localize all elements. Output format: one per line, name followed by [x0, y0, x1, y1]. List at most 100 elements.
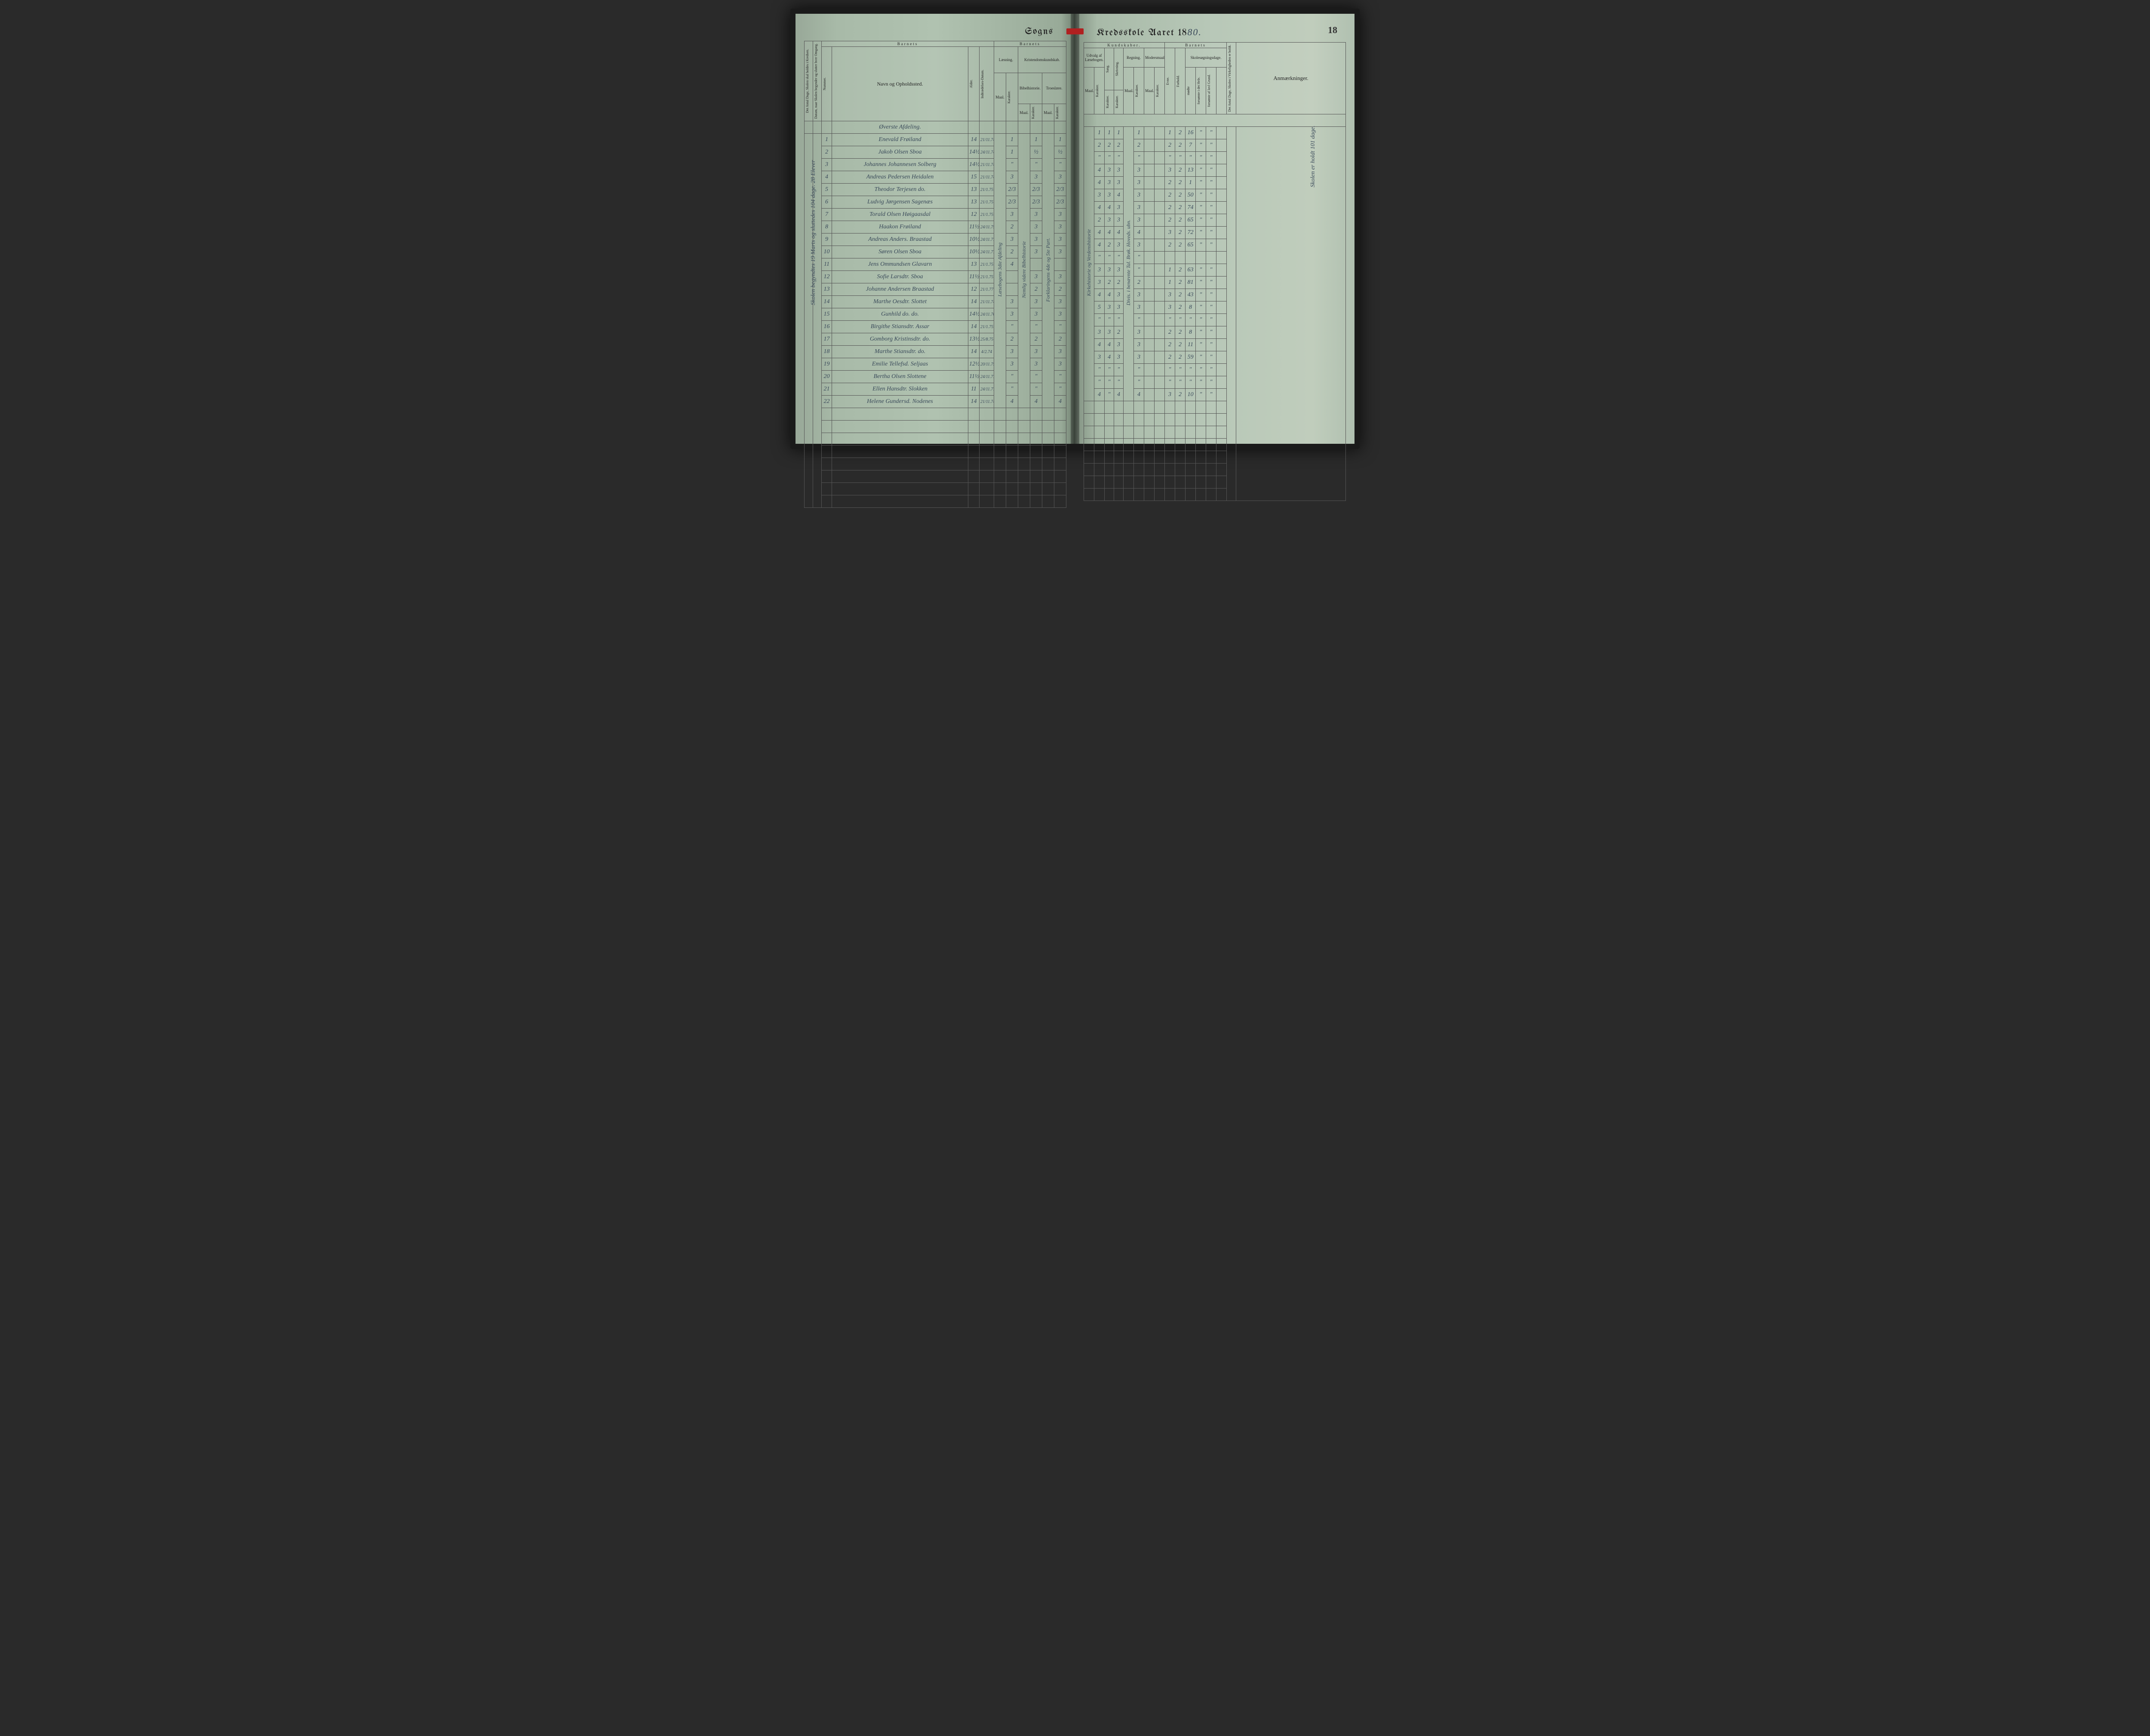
moders-maal — [1144, 301, 1155, 314]
ledger-book: Sogns Skolen begyndtes 19 Marts og slutt… — [790, 9, 1360, 449]
modte: 50 — [1186, 189, 1196, 202]
regning-kar: " — [1134, 364, 1144, 376]
forsomt-2: " — [1206, 301, 1216, 314]
anm-col — [1236, 127, 1346, 501]
forsomt-1: " — [1196, 227, 1206, 239]
entry-date: 21/11.74 — [979, 171, 994, 184]
troes-kar: 3 — [1054, 234, 1066, 246]
hdr-bibel: Bibelhistorie. — [1018, 73, 1042, 104]
book-spine — [1071, 14, 1079, 444]
hdr-sk-kar: Karakter. — [1115, 94, 1120, 110]
troes-kar: 2 — [1054, 283, 1066, 296]
troes-kar: " — [1054, 321, 1066, 333]
skriv-kar: " — [1114, 152, 1124, 164]
student-name: Marthe Oesdtr. Slottet — [832, 296, 968, 308]
bibel-kar: 3 — [1030, 171, 1042, 184]
student-name: Sofie Larsdtr. Sboa — [832, 271, 968, 283]
row-number: 12 — [822, 271, 832, 283]
evne: 3 — [1165, 164, 1175, 177]
udvalg-kar: 4 — [1094, 239, 1105, 252]
modte: 8 — [1186, 326, 1196, 339]
age: 14½ — [968, 159, 979, 171]
regning-kar: 1 — [1134, 127, 1144, 139]
hdr-t-kar: Karakter. — [1055, 104, 1060, 121]
evne: 3 — [1165, 389, 1175, 401]
laesning-kar: 3 — [1006, 171, 1018, 184]
modte: " — [1186, 376, 1196, 389]
laesning-kar: 2 — [1006, 246, 1018, 258]
troes-kar: 3 — [1054, 209, 1066, 221]
regning-kar: " — [1134, 376, 1144, 389]
regning-kar: " — [1134, 252, 1144, 264]
forhold: 2 — [1175, 277, 1186, 289]
age: 12½ — [968, 358, 979, 371]
evne: 2 — [1165, 202, 1175, 214]
udvalg-kar: 4 — [1094, 164, 1105, 177]
sang-kar: 4 — [1105, 339, 1114, 351]
table-row — [805, 433, 1066, 446]
entry-date: 21/11.74 — [979, 396, 994, 408]
blank-col — [1216, 389, 1227, 401]
moders-kar — [1155, 364, 1165, 376]
forsomt-2: " — [1206, 389, 1216, 401]
hdr-kundskaber: Kundskaber. — [1084, 43, 1165, 48]
laesning-maal-note: Læsebogens 3die Afdeling — [997, 243, 1003, 297]
entry-date: 4/2.74 — [979, 346, 994, 358]
row-number: 5 — [822, 184, 832, 196]
blank-col — [1216, 376, 1227, 389]
troes-kar: 3 — [1054, 171, 1066, 184]
skriv-kar: 3 — [1114, 177, 1124, 189]
hdr-fors1: forsømte i det Hele. — [1197, 75, 1201, 106]
modte: 1 — [1186, 177, 1196, 189]
moders-maal — [1144, 164, 1155, 177]
title-left: Sogns — [804, 27, 1066, 37]
forhold: " — [1175, 376, 1186, 389]
row-number: 3 — [822, 159, 832, 171]
modte — [1186, 252, 1196, 264]
page-number: 18 — [1328, 25, 1337, 36]
evne: " — [1165, 314, 1175, 326]
title-year: 80. — [1187, 27, 1202, 37]
sang-kar: 3 — [1105, 177, 1114, 189]
forsomt-1: " — [1196, 164, 1206, 177]
regning-kar: 3 — [1134, 301, 1144, 314]
udvalg-kar: 3 — [1094, 277, 1105, 289]
age: 14 — [968, 346, 979, 358]
sang-kar: 3 — [1105, 214, 1114, 227]
row-number: 16 — [822, 321, 832, 333]
forsomt-1: " — [1196, 289, 1206, 301]
evne: 1 — [1165, 277, 1175, 289]
forsomt-2: " — [1206, 326, 1216, 339]
bibel-kar: " — [1030, 159, 1042, 171]
laesning-kar: 1 — [1006, 134, 1018, 146]
regning-kar: 4 — [1134, 227, 1144, 239]
student-name: Torald Olsen Høigaasdal — [832, 209, 968, 221]
hdr-navn: Navn og Opholdssted. — [832, 47, 968, 121]
hdr-r-kar: Karakter. — [1135, 83, 1140, 99]
laesning-kar: 3 — [1006, 308, 1018, 321]
hdr-modte: mødte — [1186, 85, 1191, 97]
age: 13 — [968, 196, 979, 209]
moders-kar — [1155, 239, 1165, 252]
age: 12 — [968, 283, 979, 296]
udvalg-kar: 3 — [1094, 264, 1105, 277]
age: 11 — [968, 383, 979, 396]
bibel-kar: " — [1030, 383, 1042, 396]
moders-maal — [1144, 326, 1155, 339]
sang-kar: " — [1105, 314, 1114, 326]
evne: 2 — [1165, 139, 1175, 152]
forhold: 2 — [1175, 189, 1186, 202]
blank-col — [1216, 351, 1227, 364]
row-number: 20 — [822, 371, 832, 383]
sang-kar: 3 — [1105, 189, 1114, 202]
moders-maal — [1144, 177, 1155, 189]
troes-kar: 3 — [1054, 271, 1066, 283]
forsomt-1: " — [1196, 152, 1206, 164]
row-number: 13 — [822, 283, 832, 296]
evne: 3 — [1165, 289, 1175, 301]
student-name: Gunhild do. do. — [832, 308, 968, 321]
table-row: 1Enevald Frøiland1421/11.74Læsebogens 3d… — [805, 134, 1066, 146]
laesning-kar: " — [1006, 159, 1018, 171]
hdr-barnets-r: Barnets — [1165, 43, 1227, 48]
student-name: Johannes Johannesen Solberg — [832, 159, 968, 171]
